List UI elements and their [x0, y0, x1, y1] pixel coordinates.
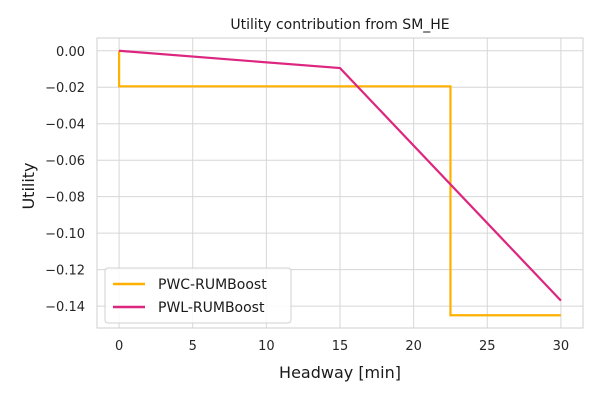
x-tick-label: 5: [189, 339, 197, 354]
y-tick-labels: 0.00 −0.02 −0.04 −0.06 −0.08 −0.10 −0.12 −0.14: [45, 45, 85, 315]
chart-title: Utility contribution from SM_HE: [230, 17, 449, 33]
grid: [97, 38, 583, 328]
y-axis-label: Utility: [19, 162, 38, 209]
series-line-pwc-rumboost: [117, 50, 561, 317]
x-tick-labels: 0 5 10 15 20 25 30: [115, 339, 569, 354]
series-line-pwl-rumboost: [119, 49, 562, 302]
y-tick-label: −0.04: [45, 118, 85, 133]
plot-area-frame: [96, 37, 584, 329]
y-tick-label: −0.06: [45, 154, 85, 169]
x-axis-label: Headway [min]: [279, 363, 401, 382]
y-tick-label: −0.14: [45, 300, 85, 315]
legend: PWC-RUMBoost PWL-RUMBoost: [104, 267, 292, 324]
series-group: [117, 49, 562, 317]
legend-label-pwl: PWL-RUMBoost: [158, 300, 265, 316]
x-tick-label: 10: [258, 339, 275, 354]
x-tick-label: 0: [115, 339, 123, 354]
y-tick-label: 0.00: [56, 45, 85, 60]
legend-box: [104, 267, 292, 324]
x-tick-label: 25: [479, 339, 496, 354]
x-tick-label: 15: [332, 339, 349, 354]
y-tick-label: −0.02: [45, 81, 85, 96]
y-tick-label: −0.12: [45, 264, 85, 279]
y-tick-label: −0.10: [45, 227, 85, 242]
y-tick-label: −0.08: [45, 191, 85, 206]
x-tick-label: 30: [553, 339, 570, 354]
legend-label-pwc: PWC-RUMBoost: [158, 277, 267, 293]
x-tick-label: 20: [405, 339, 422, 354]
